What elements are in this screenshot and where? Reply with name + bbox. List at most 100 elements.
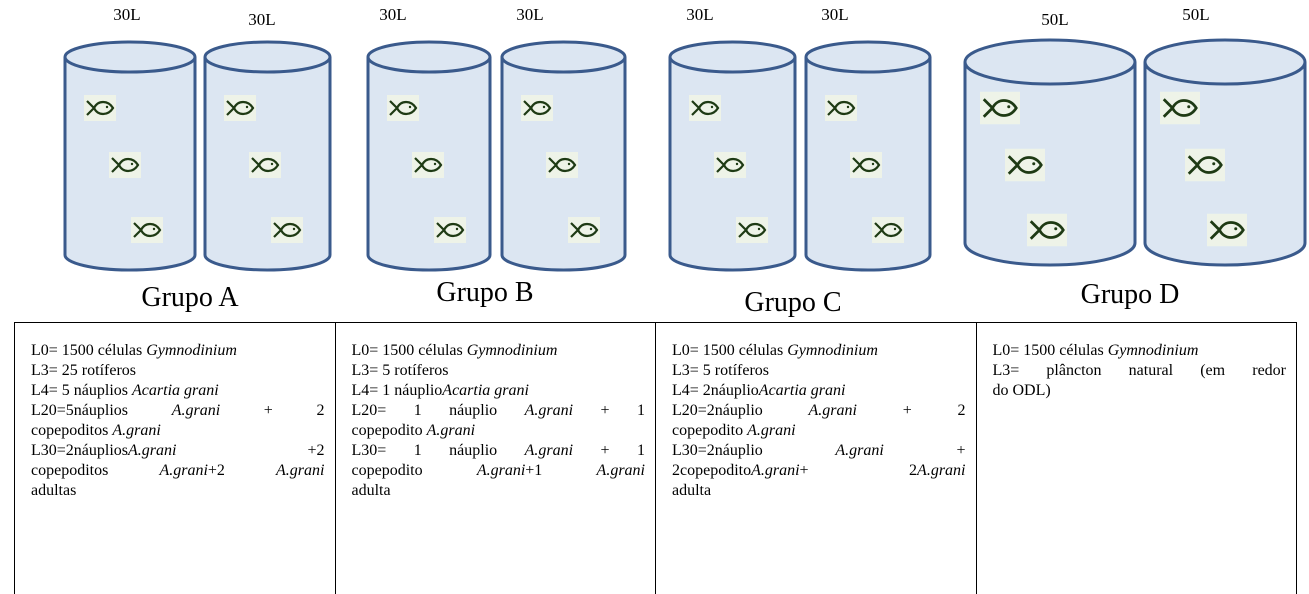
fish-bg: [271, 217, 303, 243]
table-cell: L0= 1500 células Gymnodinium L3= 25 rotíf…: [15, 323, 335, 594]
text: + 1: [573, 402, 645, 419]
text-line: copepodito A.grani: [352, 421, 646, 441]
text-line: L0= 1500 células Gymnodinium: [993, 341, 1287, 361]
text-line: copepoditos A.grani: [31, 421, 325, 441]
text: adulta: [351, 482, 391, 499]
text: L30=2náuplio: [672, 442, 836, 459]
fish-icon: [736, 217, 768, 243]
text: copepoditos: [31, 462, 160, 479]
text-line: L20=2náuplio A.grani + 2: [672, 401, 966, 421]
italic-text: Gymnodinium: [146, 342, 237, 359]
fish-icon: [546, 152, 578, 178]
fish-body: [1007, 155, 1043, 175]
fish-bg: [714, 152, 746, 178]
fish-eye: [735, 162, 739, 166]
text-line: L20=5náuplios A.grani + 2: [31, 401, 325, 421]
fish-body: [570, 222, 599, 238]
fish-bg: [546, 152, 578, 178]
text: L0= 1500 células: [351, 342, 467, 359]
fish-bg: [131, 217, 163, 243]
fish-eye: [1187, 105, 1191, 109]
fish-body: [548, 157, 577, 173]
text: +: [883, 442, 966, 459]
tank-volume: 30L: [248, 10, 275, 29]
fish-icon: [271, 217, 303, 243]
table-cell: L0= 1500 células Gymnodinium L3= 5 rotífe…: [655, 323, 976, 594]
tank-volume: 30L: [821, 5, 848, 24]
group-label: Grupo B: [436, 277, 533, 308]
tank-top: [1143, 38, 1307, 86]
fish-icon: [1005, 148, 1045, 182]
text: L20=2náuplio: [672, 402, 809, 419]
italic-text: A.grani: [524, 442, 574, 459]
fish-body: [86, 100, 115, 116]
text: copepoditos: [31, 422, 113, 439]
italic-text: Acartia grani: [442, 382, 529, 399]
fish-eye: [589, 227, 593, 231]
fish-icon: [1207, 213, 1247, 247]
fish-eye: [455, 227, 459, 231]
italic-text: A.grani: [917, 462, 966, 479]
text: copepodito: [672, 422, 748, 439]
fish-eye: [1032, 162, 1036, 166]
text-line: L3= 25 rotíferos: [31, 361, 325, 381]
table-cell: L0= 1500 células Gymnodinium L3= 5 rotífe…: [334, 323, 656, 594]
fish-body: [691, 100, 720, 116]
text-line: L20= 1 náuplio A.grani + 1: [352, 401, 646, 421]
text-line: L0= 1500 células Gymnodinium: [31, 341, 325, 361]
text-line: 2copepoditoA.grani+ 2A.grani: [672, 461, 966, 481]
fish-body: [251, 157, 280, 173]
fish-body: [1209, 220, 1245, 240]
fish-bg: [1160, 91, 1200, 125]
tank-top: [63, 40, 197, 74]
text-line: L3= 5 rotíferos: [352, 361, 646, 381]
fish-icon: [980, 91, 1020, 125]
text: L0= 1500 células: [672, 342, 788, 359]
tank-volume: 30L: [686, 5, 713, 24]
tank-top: [366, 40, 492, 74]
text: L4= 5 náuplios: [31, 382, 133, 399]
text: +2: [176, 442, 325, 459]
fish-body: [852, 157, 881, 173]
text: L20=5náuplios: [31, 402, 172, 419]
fish-icon: [412, 152, 444, 178]
text: +2: [207, 462, 277, 479]
fish-bg: [224, 95, 256, 121]
fish-body: [827, 100, 856, 116]
italic-text: Gymnodinium: [787, 342, 878, 359]
fish-icon: [714, 152, 746, 178]
tank-top: [804, 40, 932, 74]
fish-body: [874, 222, 903, 238]
fish-body: [389, 100, 418, 116]
text-line: copepoditos A.grani+2 A.grani: [31, 461, 325, 481]
tank-volume: 30L: [516, 5, 543, 24]
text: L3= 25 rotíferos: [31, 362, 136, 379]
fish-eye: [846, 105, 850, 109]
fish-icon: [521, 95, 553, 121]
text-line: copepodito A.grani: [672, 421, 966, 441]
fish-bg: [850, 152, 882, 178]
fish-bg: [1207, 213, 1247, 247]
text: copepodito: [351, 462, 477, 479]
feeding-table: L0= 1500 células Gymnodinium L3= 25 rotíf…: [14, 322, 1297, 594]
fish-bg: [872, 217, 904, 243]
tank-top: [203, 40, 332, 74]
text: L4= 2náuplio: [672, 382, 759, 399]
fish-icon: [109, 152, 141, 178]
italic-text: Gymnodinium: [466, 342, 558, 359]
fish-eye: [433, 162, 437, 166]
text-line: L4= 2náuplioAcartia grani: [672, 381, 966, 401]
fish-bg: [1005, 148, 1045, 182]
text: adulta: [672, 482, 712, 499]
fish-eye: [1007, 105, 1011, 109]
fish-icon: [434, 217, 466, 243]
fish-eye: [152, 227, 156, 231]
fish-bg: [84, 95, 116, 121]
fish-bg: [568, 217, 600, 243]
text: copepodito: [351, 422, 427, 439]
fish-body: [111, 157, 140, 173]
text: L0= 1500 células: [31, 342, 147, 359]
italic-text: A.grani: [808, 402, 857, 419]
text: +1: [525, 462, 597, 479]
